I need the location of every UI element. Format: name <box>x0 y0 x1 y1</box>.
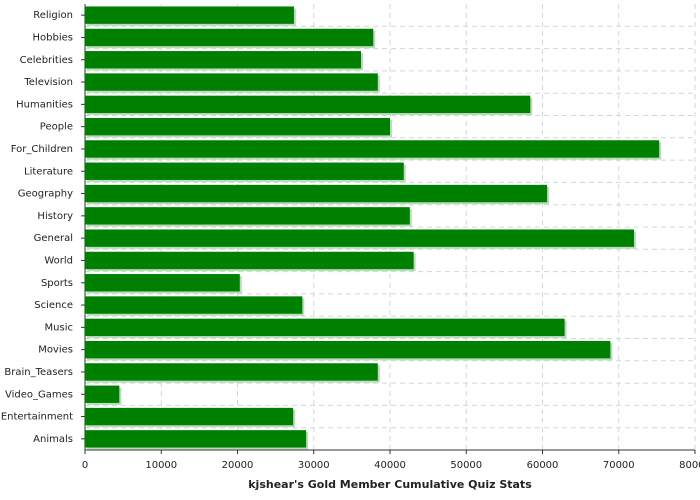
x-tick-label: 60000 <box>527 460 559 471</box>
y-tick-label: Humanities <box>16 99 73 110</box>
y-tick-label: Geography <box>18 189 73 200</box>
bar <box>85 73 378 91</box>
y-tick-label: Entertainment <box>1 412 73 423</box>
y-tick-label: General <box>34 233 73 244</box>
bar <box>85 363 378 381</box>
x-tick-label: 40000 <box>374 460 406 471</box>
y-tick-label: Television <box>23 77 73 88</box>
y-tick-label: For_Children <box>11 144 73 155</box>
x-tick-label: 10000 <box>145 460 177 471</box>
y-tick-label: Religion <box>33 10 73 21</box>
y-tick-label: World <box>44 255 73 266</box>
bar <box>85 296 303 314</box>
bar <box>85 184 548 203</box>
y-tick-label: Music <box>45 322 73 333</box>
y-tick-label: Brain_Teasers <box>4 367 73 378</box>
bar <box>85 340 611 359</box>
bar <box>85 6 294 24</box>
bar <box>85 318 565 337</box>
bar <box>85 95 531 114</box>
x-tick-label: 0 <box>82 460 88 471</box>
bar <box>85 385 120 403</box>
y-tick-label: Video_Games <box>5 389 73 400</box>
x-axis-title: kjshear's Gold Member Cumulative Quiz St… <box>248 478 532 491</box>
y-tick-label: History <box>37 211 73 222</box>
bar <box>85 274 240 292</box>
bar <box>85 51 362 69</box>
y-tick-label: Animals <box>33 434 73 445</box>
x-tick-label: 70000 <box>603 460 635 471</box>
bar <box>85 28 374 47</box>
y-tick-label: Sports <box>41 278 73 289</box>
bar <box>85 430 307 448</box>
bar <box>85 207 410 225</box>
bar <box>85 251 414 270</box>
x-tick-label: 50000 <box>450 460 482 471</box>
x-tick-label: 20000 <box>222 460 254 471</box>
x-tick-label: 30000 <box>298 460 330 471</box>
x-tick-label: 80000 <box>679 460 700 471</box>
y-tick-label: Literature <box>24 166 73 177</box>
y-tick-label: Science <box>34 300 73 311</box>
bar <box>85 162 404 180</box>
y-tick-label: Movies <box>38 345 73 356</box>
y-tick-label: Celebrities <box>20 55 73 66</box>
y-tick-label: People <box>40 122 73 133</box>
bar <box>85 140 660 158</box>
bar <box>85 407 294 426</box>
bar <box>85 229 634 247</box>
y-tick-label: Hobbies <box>33 32 73 43</box>
bar <box>85 117 390 136</box>
